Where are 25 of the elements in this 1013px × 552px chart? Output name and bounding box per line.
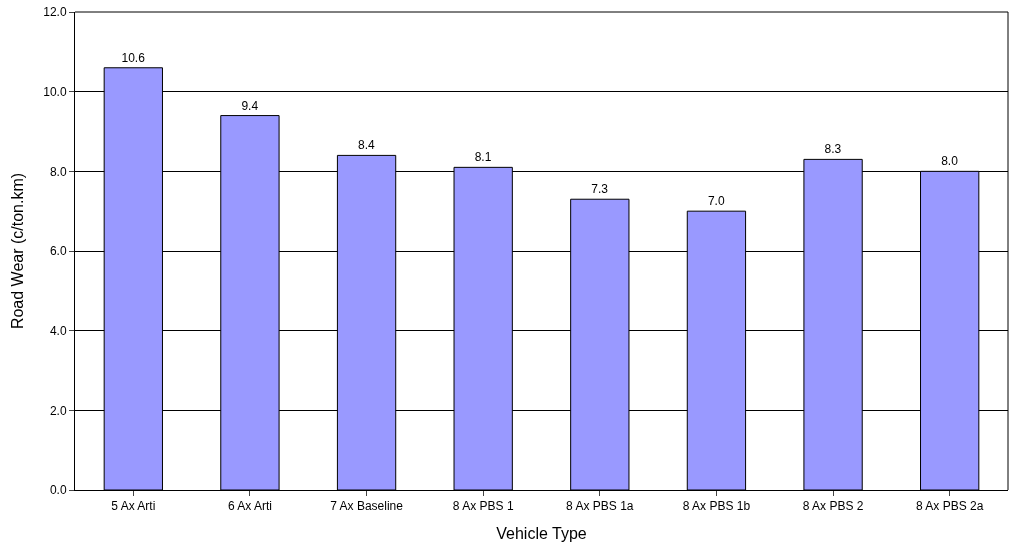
x-tick-label: 7 Ax Baseline bbox=[330, 499, 404, 514]
x-tick-label: 8 Ax PBS 1 bbox=[452, 499, 514, 514]
data-label: 8.1 bbox=[474, 150, 492, 165]
x-tick-label: 8 Ax PBS 1b bbox=[682, 499, 751, 514]
y-tick-label: 0.0 bbox=[49, 483, 67, 498]
y-tick-label: 10.0 bbox=[43, 84, 67, 99]
y-tick-label: 8.0 bbox=[49, 164, 67, 179]
y-tick-label: 6.0 bbox=[49, 244, 67, 259]
data-label: 8.3 bbox=[824, 142, 842, 157]
data-label: 7.3 bbox=[591, 182, 609, 197]
y-tick-label: 4.0 bbox=[49, 323, 67, 338]
y-tick-label: 2.0 bbox=[49, 403, 67, 418]
x-tick-label: 8 Ax PBS 1a bbox=[566, 499, 634, 514]
data-label: 10.6 bbox=[121, 50, 146, 65]
x-tick-label: 6 Ax Arti bbox=[227, 499, 272, 514]
y-axis-title: Road Wear (c/ton.km) bbox=[9, 172, 27, 330]
data-label: 9.4 bbox=[241, 98, 259, 113]
y-tick-label: 12.0 bbox=[43, 5, 67, 20]
x-axis-title: Vehicle Type bbox=[496, 525, 587, 543]
data-label: 7.0 bbox=[707, 194, 725, 209]
x-tick-label: 8 Ax PBS 2a bbox=[915, 499, 984, 514]
x-tick-label: 5 Ax Arti bbox=[111, 499, 156, 514]
data-label: 8.0 bbox=[941, 154, 959, 169]
data-label: 8.4 bbox=[358, 138, 376, 153]
x-tick-label: 8 Ax PBS 2 bbox=[802, 499, 864, 514]
